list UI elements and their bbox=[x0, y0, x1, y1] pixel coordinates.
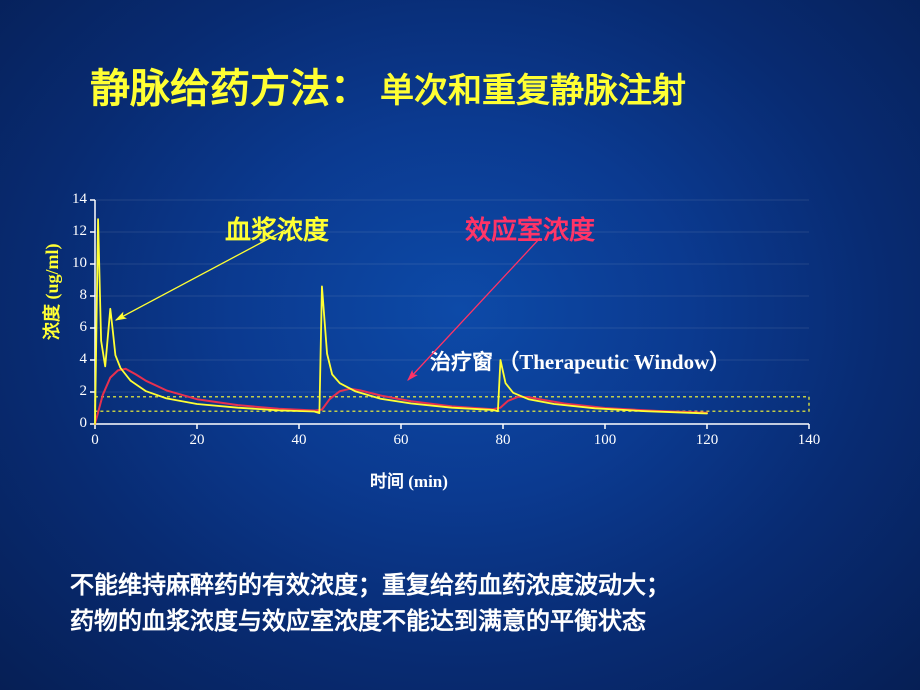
y-tick-label: 14 bbox=[63, 191, 87, 208]
x-tick-label: 40 bbox=[284, 432, 314, 449]
y-tick-label: 10 bbox=[63, 255, 87, 272]
x-tick-label: 80 bbox=[488, 432, 518, 449]
y-tick-label: 6 bbox=[63, 319, 87, 336]
summary-line-1: 不能维持麻醉药的有效浓度；重复给药血药浓度波动大； bbox=[70, 573, 670, 599]
y-tick-label: 4 bbox=[63, 351, 87, 368]
x-tick-label: 100 bbox=[590, 432, 620, 449]
slide: { "title": { "main": "静脉给药方法：", "sub": "… bbox=[0, 0, 920, 690]
x-tick-label: 120 bbox=[692, 432, 722, 449]
summary-text: 不能维持麻醉药的有效浓度；重复给药血药浓度波动大； 药物的血浆浓度与效应室浓度不… bbox=[70, 568, 670, 640]
y-tick-label: 12 bbox=[63, 223, 87, 240]
x-tick-label: 20 bbox=[182, 432, 212, 449]
x-tick-label: 0 bbox=[80, 432, 110, 449]
x-tick-label: 140 bbox=[794, 432, 824, 449]
y-tick-label: 0 bbox=[63, 415, 87, 432]
y-tick-label: 8 bbox=[63, 287, 87, 304]
y-tick-label: 2 bbox=[63, 383, 87, 400]
summary-line-2: 药物的血浆浓度与效应室浓度不能达到满意的平衡状态 bbox=[70, 609, 646, 635]
x-tick-label: 60 bbox=[386, 432, 416, 449]
